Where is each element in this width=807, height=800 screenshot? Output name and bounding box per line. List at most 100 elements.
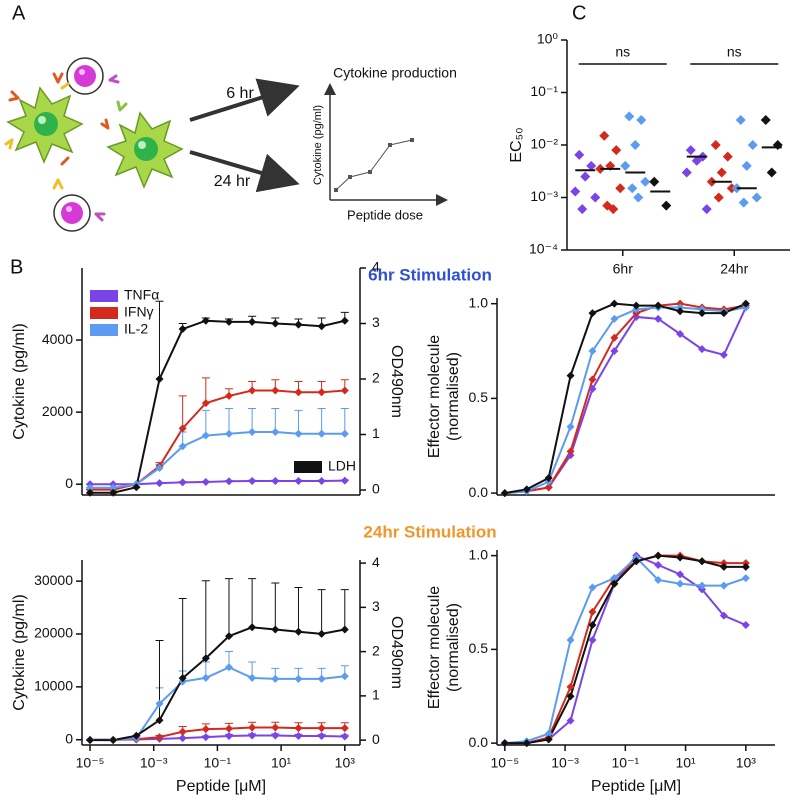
data-point (340, 429, 349, 438)
data-point (719, 611, 728, 620)
data-point (566, 422, 575, 431)
data-point (294, 674, 303, 683)
y2-tick-label: 0 (372, 731, 380, 747)
legend-swatch (90, 324, 118, 336)
data-point (201, 654, 210, 663)
error-bar (271, 582, 280, 630)
data-point (248, 673, 257, 682)
graph-x-label: Peptide dose (347, 207, 423, 222)
data-point (294, 627, 303, 636)
data-point (271, 723, 280, 732)
error-bar (201, 409, 210, 436)
x-tick-label: 10⁻⁵ (76, 755, 105, 771)
y2-tick-label: 4 (372, 259, 380, 275)
data-point (654, 301, 663, 310)
data-point (544, 735, 553, 744)
data-point (109, 483, 118, 492)
data-point (566, 371, 575, 380)
data-point (654, 576, 663, 584)
error-bar (317, 408, 326, 434)
data-point (735, 114, 746, 125)
data-point (698, 557, 707, 566)
y-axis-label: (normalised) (445, 603, 462, 692)
legend-swatch (90, 290, 118, 302)
data-point (610, 579, 619, 588)
x-tick-label: 6hr (613, 261, 634, 277)
data-point (317, 322, 326, 331)
data-point (719, 581, 728, 590)
data-point (698, 345, 707, 354)
data-point (271, 386, 280, 395)
annotation: ns (727, 44, 742, 60)
data-point (178, 424, 187, 433)
series-line (90, 479, 345, 486)
error-bar (201, 377, 210, 404)
data-point (588, 309, 597, 318)
y-tick-label: 10⁻⁴ (529, 241, 558, 257)
data-point (224, 477, 233, 486)
data-point (588, 636, 597, 644)
data-point (632, 557, 641, 566)
data-point (766, 167, 777, 178)
data-point (588, 607, 597, 616)
data-point (544, 483, 553, 492)
data-point (248, 386, 257, 395)
y-tick-label: 10⁻³ (530, 188, 558, 204)
data-point (271, 476, 280, 485)
data-point (615, 183, 626, 194)
data-point (636, 114, 647, 125)
y2-tick-label: 1 (372, 425, 380, 441)
data-point (738, 197, 749, 208)
data-point (340, 732, 349, 741)
section-title: 6hr Stimulation (368, 265, 492, 284)
data-point (294, 732, 303, 741)
data-point (772, 140, 783, 150)
data-point (340, 724, 349, 733)
data-point (155, 479, 164, 488)
data-point (271, 625, 280, 634)
data-point (698, 581, 707, 590)
y-tick-label: 10000 (34, 678, 73, 694)
data-point (340, 476, 349, 485)
series-line (504, 556, 747, 745)
data-point (317, 476, 326, 485)
data-point (271, 427, 280, 436)
data-point (741, 160, 752, 171)
data-point (741, 621, 750, 629)
y-tick-label: 1.0 (469, 294, 489, 310)
data-point (155, 463, 164, 472)
series-line (90, 626, 345, 742)
data-point (86, 483, 95, 492)
data-point (340, 625, 349, 634)
y2-tick-label: 4 (372, 554, 380, 570)
data-point (155, 716, 164, 725)
data-point (201, 399, 210, 408)
data-point (620, 160, 631, 171)
data-point (522, 739, 531, 748)
data-point (271, 674, 280, 683)
y-tick-label: 1.0 (469, 546, 489, 562)
data-point (566, 692, 575, 701)
data-point (109, 736, 118, 745)
data-point (178, 478, 187, 487)
data-point (676, 579, 685, 588)
x-tick-label: 10⁻⁵ (490, 755, 519, 771)
error-bar (224, 578, 233, 637)
data-point (588, 583, 597, 592)
y2-axis-label: OD490nm (388, 616, 405, 689)
data-point (500, 489, 509, 498)
data-point (566, 716, 575, 725)
data-point (760, 114, 771, 125)
data-point (109, 488, 118, 497)
data-point (201, 478, 210, 487)
data-point (178, 727, 187, 736)
data-point (294, 320, 303, 329)
data-point (224, 429, 233, 438)
data-point (248, 723, 257, 732)
x-axis-label: Peptide [μM] (176, 778, 266, 795)
graph-y-label: Cytokine (pg/ml) (312, 105, 324, 185)
data-point (649, 176, 660, 187)
data-point (661, 200, 672, 211)
data-point (86, 488, 95, 497)
data-point (577, 204, 588, 215)
